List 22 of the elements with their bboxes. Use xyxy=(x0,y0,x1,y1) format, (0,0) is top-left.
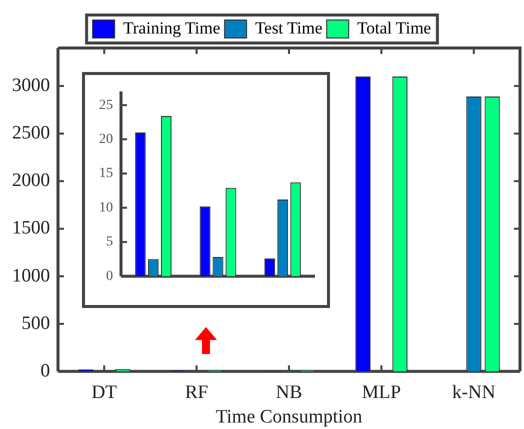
y-tick-label: 1000 xyxy=(12,265,50,286)
y-tick-label: 25 xyxy=(99,98,113,113)
x-tick-label: RF xyxy=(184,382,208,403)
legend-label: Total Time xyxy=(357,18,432,38)
y-tick-label: 20 xyxy=(99,132,113,147)
y-tick-label: 2500 xyxy=(12,122,50,144)
x-tick-label: DT xyxy=(92,382,118,403)
y-tick-label: 500 xyxy=(22,312,50,334)
y-tick-label: 2000 xyxy=(12,170,50,192)
y-tick-label: 0 xyxy=(106,268,113,284)
y-tick-label: 10 xyxy=(99,200,113,216)
y-tick-label: 5 xyxy=(106,234,113,250)
y-tick-label: 1500 xyxy=(12,218,50,239)
legend-label: Test Time xyxy=(255,18,322,38)
y-tick-label: 0 xyxy=(40,360,50,382)
x-tick-label: k-NN xyxy=(452,382,496,403)
x-tick-label: MLP xyxy=(362,382,401,403)
x-tick-label: NB xyxy=(276,382,302,403)
x-axis-title: Time Consumption xyxy=(216,406,363,428)
legend-label: Training Time xyxy=(123,18,220,38)
y-tick-label: 15 xyxy=(99,166,113,182)
y-tick-label: 3000 xyxy=(12,75,50,96)
